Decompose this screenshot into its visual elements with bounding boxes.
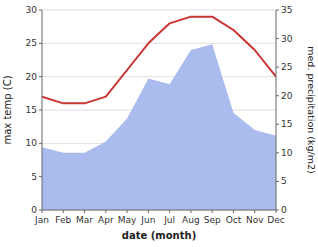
y2-tick [276, 95, 279, 96]
y-tick [39, 10, 42, 11]
y2-tick-label: 15 [281, 119, 292, 129]
x-tick-label: Apr [98, 215, 114, 225]
grid-line [42, 210, 276, 211]
y-tick-label: 0 [31, 205, 37, 215]
y-tick [39, 76, 42, 77]
x-axis [42, 210, 276, 211]
y-tick-label: 20 [26, 72, 38, 82]
y2-tick-label: 20 [281, 91, 293, 101]
y-tick-label: 10 [26, 138, 38, 148]
y2-tick [276, 152, 279, 153]
grid-line [42, 10, 276, 11]
chart: JanFebMarAprMayJunJulAugSepOctNovDec0510… [0, 0, 318, 247]
x-tick [169, 210, 170, 213]
y2-axis [276, 10, 277, 210]
y2-tick [276, 210, 279, 211]
x-tick-label: Jul [163, 215, 175, 225]
y2-tick-label: 30 [281, 34, 293, 44]
x-tick-label: Dec [267, 215, 284, 225]
y-tick [39, 210, 42, 211]
y2-tick [276, 10, 279, 11]
x-tick-label: May [118, 215, 137, 225]
y2-tick-label: 10 [281, 148, 293, 158]
y2-axis-label: med. precipitation (kg/m2) [306, 46, 317, 173]
x-tick [233, 210, 234, 213]
grid-line [42, 43, 276, 44]
x-tick [105, 210, 106, 213]
y2-tick [276, 38, 279, 39]
y-tick [39, 143, 42, 144]
y-tick-label: 30 [26, 5, 38, 15]
x-tick-label: Oct [226, 215, 242, 225]
y-axis-label: max temp (C) [2, 75, 13, 144]
x-tick-label: Nov [246, 215, 264, 225]
y2-tick-label: 35 [281, 5, 292, 15]
y-tick [39, 176, 42, 177]
x-tick [254, 210, 255, 213]
y2-tick-label: 25 [281, 62, 292, 72]
x-tick [212, 210, 213, 213]
y-tick [39, 110, 42, 111]
y2-tick [276, 181, 279, 182]
y2-tick [276, 67, 279, 68]
x-axis-label: date (month) [122, 230, 196, 241]
y2-tick-label: 0 [281, 205, 287, 215]
x-tick-label: Feb [55, 215, 71, 225]
grid-line [42, 76, 276, 77]
y2-tick-label: 5 [281, 176, 287, 186]
x-tick [63, 210, 64, 213]
y-tick-label: 5 [31, 172, 37, 182]
x-tick-label: Aug [182, 215, 200, 225]
temp-line [42, 17, 276, 104]
x-tick [84, 210, 85, 213]
x-tick [190, 210, 191, 213]
x-tick-label: Mar [76, 215, 93, 225]
x-tick-label: Jun [140, 215, 155, 225]
x-tick [127, 210, 128, 213]
x-tick-label: Jan [34, 215, 49, 225]
y-tick-label: 25 [26, 38, 37, 48]
x-tick [148, 210, 149, 213]
y2-tick [276, 124, 279, 125]
precip-area [42, 44, 276, 210]
y-tick [39, 43, 42, 44]
x-tick-label: Sep [204, 215, 221, 225]
plot-area [42, 17, 276, 210]
y-tick-label: 15 [26, 105, 37, 115]
